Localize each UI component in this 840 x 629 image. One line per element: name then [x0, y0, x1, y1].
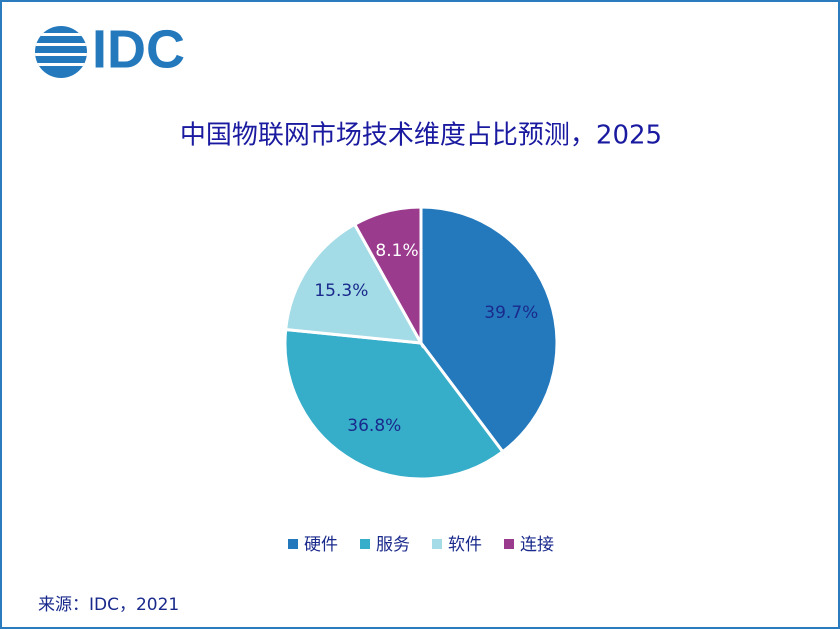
- legend-label: 连接: [520, 535, 554, 555]
- legend-swatch: [504, 539, 514, 549]
- pie-slice: [419, 205, 559, 454]
- legend-swatch: [360, 539, 370, 549]
- pie-slice: [352, 205, 423, 349]
- data-label: 36.8%: [347, 416, 401, 436]
- pie-slice: [284, 222, 424, 345]
- data-label: 39.7%: [484, 303, 538, 323]
- legend-swatch: [288, 539, 298, 549]
- legend-swatch: [432, 539, 442, 549]
- pie-slice: [283, 327, 505, 481]
- logo-text: IDC: [92, 19, 185, 79]
- source: 来源：IDC，2021: [38, 595, 179, 615]
- logo-mark: [35, 26, 87, 78]
- chart-title: 中国物联网市场技术维度占比预测，2025: [180, 121, 662, 151]
- legend-label: 软件: [448, 535, 482, 555]
- data-label: 15.3%: [314, 281, 368, 301]
- data-label: 8.1%: [375, 241, 418, 261]
- legend-label: 硬件: [304, 535, 338, 555]
- legend-label: 服务: [376, 535, 410, 555]
